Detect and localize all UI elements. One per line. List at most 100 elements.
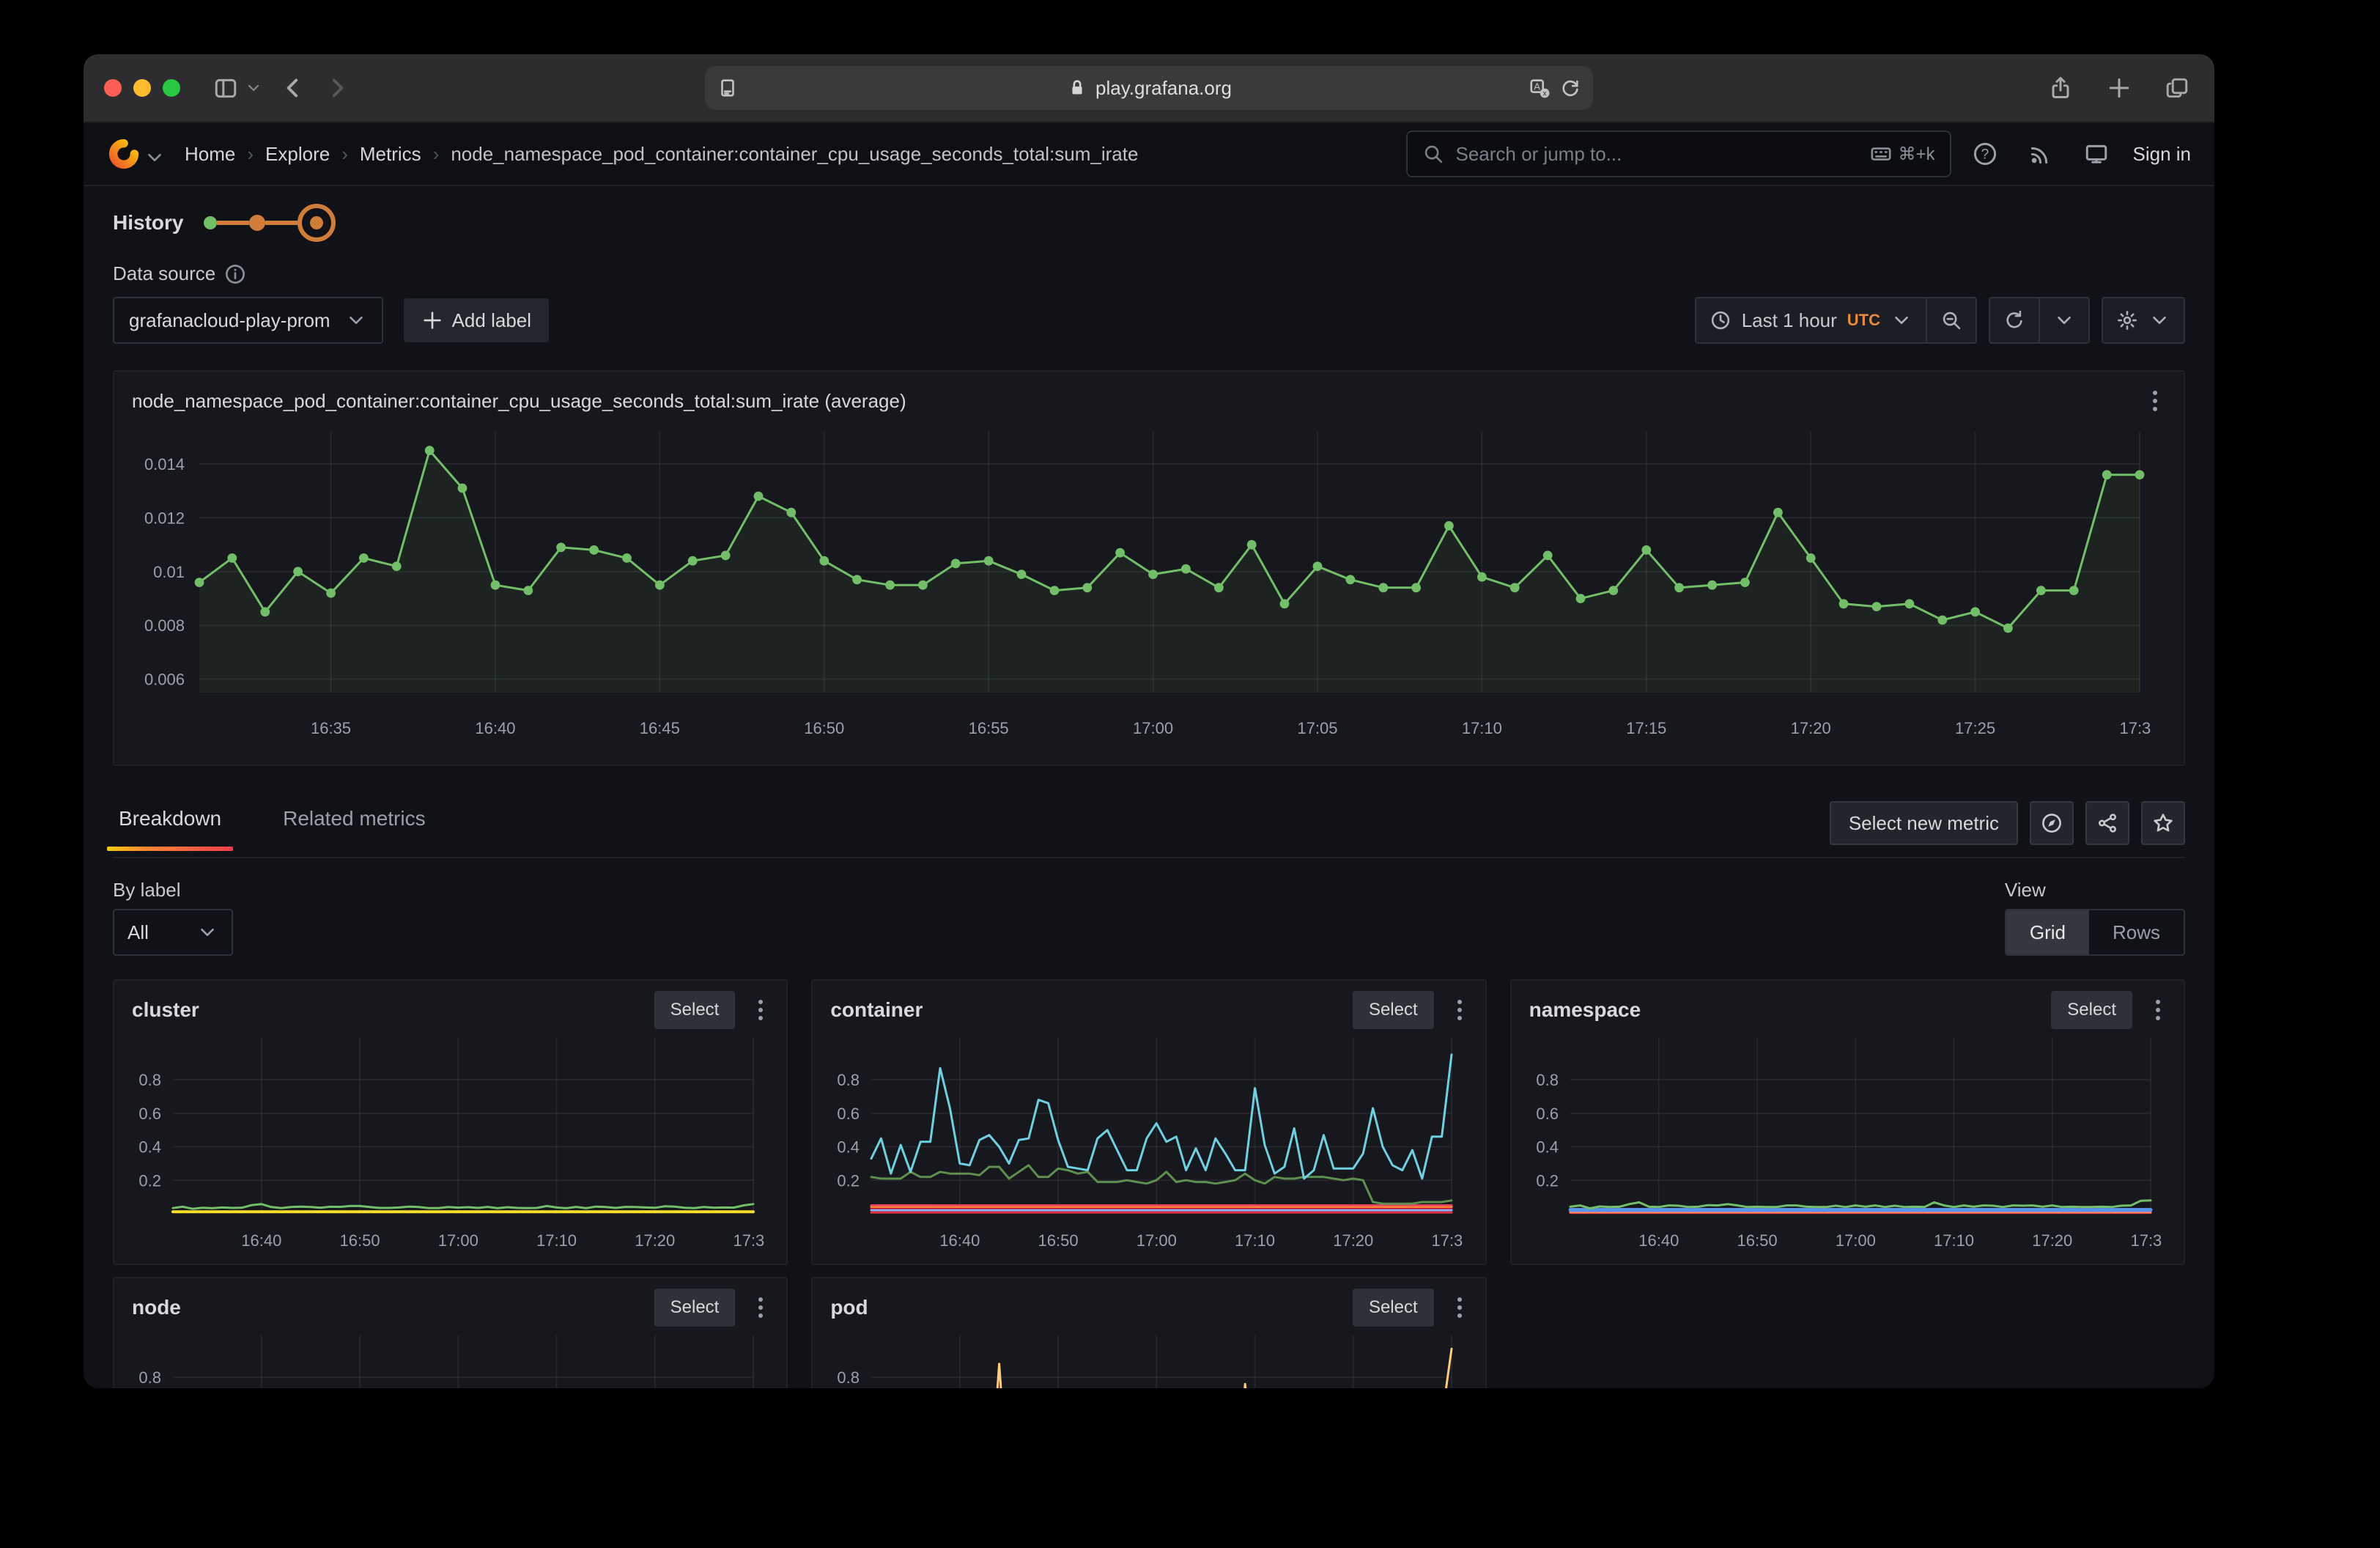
select-button[interactable]: Select: [1353, 991, 1434, 1029]
grafana-logo[interactable]: [107, 137, 158, 171]
favorite-button[interactable]: [2141, 801, 2185, 845]
history-current-step-icon[interactable]: [298, 204, 336, 242]
settings-button[interactable]: [2103, 298, 2184, 342]
zoom-out-button[interactable]: [1926, 298, 1976, 342]
svg-text:0.01: 0.01: [153, 563, 185, 581]
kebab-menu-icon[interactable]: [2144, 385, 2166, 417]
browser-window: play.grafana.org Ax: [84, 54, 2214, 1388]
panel-chart-cluster[interactable]: 16:4016:5017:0017:1017:2017:300.20.40.60…: [114, 1029, 765, 1261]
forward-button[interactable]: [321, 72, 353, 104]
svg-text:17:30: 17:30: [2130, 1231, 2162, 1250]
close-window-button[interactable]: [104, 79, 122, 97]
breakdown-panel-pod: podSelect16:4016:5017:0017:1017:2017:300…: [811, 1277, 1486, 1388]
svg-text:0.2: 0.2: [138, 1171, 161, 1190]
history-connector: [265, 221, 298, 225]
breadcrumb-item[interactable]: Metrics: [360, 143, 421, 166]
refresh-button[interactable]: [1990, 298, 2039, 342]
history-row: History: [113, 204, 2185, 242]
history-step-icon[interactable]: [249, 215, 265, 231]
help-icon[interactable]: ?: [1963, 132, 2007, 176]
view-toggle: Grid Rows: [2005, 909, 2185, 956]
refresh-interval-dropdown[interactable]: [2039, 298, 2088, 342]
sign-in-link[interactable]: Sign in: [2133, 143, 2192, 166]
view-option-rows[interactable]: Rows: [2089, 910, 2184, 954]
history-label: History: [113, 211, 183, 235]
explore-button[interactable]: [2030, 801, 2074, 845]
select-button[interactable]: Select: [1353, 1289, 1434, 1327]
tab-overview-icon[interactable]: [2162, 72, 2194, 104]
metric-panel: node_namespace_pod_container:container_c…: [113, 370, 2185, 766]
svg-text:17:00: 17:00: [1133, 719, 1173, 737]
by-label-label: By label: [113, 879, 233, 902]
new-tab-icon[interactable]: [2103, 72, 2135, 104]
breakdown-filters: By label All View Grid Rows: [113, 879, 2185, 956]
svg-text:16:35: 16:35: [311, 719, 351, 737]
chevron-down-icon: [1891, 309, 1912, 331]
breadcrumb-item[interactable]: node_namespace_pod_container:container_c…: [451, 143, 1138, 166]
datasource-label-row: Data source: [113, 262, 2185, 285]
titlebar-actions: [2044, 72, 2194, 104]
panel-chart-node[interactable]: 16:4016:5017:0017:1017:2017:300.20.40.60…: [114, 1327, 765, 1388]
time-controls: Last 1 hour UTC: [1695, 297, 2185, 344]
news-icon[interactable]: [2019, 132, 2063, 176]
panel-chart-namespace[interactable]: 16:4016:5017:0017:1017:2017:300.20.40.60…: [1512, 1029, 2162, 1261]
chevron-down-icon[interactable]: [144, 147, 158, 161]
breadcrumb: Home›Explore›Metrics›node_namespace_pod_…: [185, 143, 1138, 166]
grafana-navbar: Home›Explore›Metrics›node_namespace_pod_…: [84, 123, 2214, 186]
svg-text:0.4: 0.4: [838, 1138, 860, 1157]
svg-text:0.8: 0.8: [1536, 1071, 1559, 1089]
clock-icon: [1710, 309, 1732, 331]
zoom-window-button[interactable]: [163, 79, 180, 97]
time-range-picker[interactable]: Last 1 hour UTC: [1696, 298, 1926, 342]
svg-text:0.2: 0.2: [1536, 1171, 1559, 1190]
reload-icon[interactable]: [1559, 77, 1581, 99]
add-label-button[interactable]: Add label: [404, 298, 549, 342]
main-chart[interactable]: 16:3516:4016:4516:5016:5517:0017:0517:10…: [114, 420, 2151, 757]
svg-text:17:00: 17:00: [1137, 1231, 1177, 1250]
kebab-menu-icon[interactable]: [1449, 1291, 1471, 1324]
svg-text:17:00: 17:00: [438, 1231, 478, 1250]
panel-chart-container[interactable]: 16:4016:5017:0017:1017:2017:300.20.40.60…: [813, 1029, 1463, 1261]
view-option-grid[interactable]: Grid: [2006, 910, 2089, 954]
breadcrumb-item[interactable]: Explore: [265, 143, 330, 166]
history-connector: [217, 221, 249, 225]
datasource-picker[interactable]: grafanacloud-play-prom: [113, 297, 383, 344]
breadcrumb-separator: ›: [433, 143, 440, 166]
svg-text:0.012: 0.012: [144, 509, 185, 527]
share-icon[interactable]: [2044, 72, 2077, 104]
address-bar[interactable]: play.grafana.org Ax: [705, 66, 1593, 110]
back-button[interactable]: [277, 72, 309, 104]
minimize-window-button[interactable]: [133, 79, 151, 97]
share-button[interactable]: [2085, 801, 2129, 845]
time-range-value: Last 1 hour: [1742, 309, 1837, 332]
page-settings-icon[interactable]: [717, 77, 739, 99]
info-icon[interactable]: [224, 263, 246, 285]
chevron-down-icon[interactable]: [245, 79, 262, 97]
search-input[interactable]: Search or jump to... ⌘+k: [1406, 130, 1951, 177]
kebab-menu-icon[interactable]: [750, 994, 772, 1026]
svg-text:17:30: 17:30: [1432, 1231, 1464, 1250]
tab-related-metrics[interactable]: Related metrics: [277, 807, 432, 851]
by-label-select[interactable]: All: [113, 909, 233, 956]
panel-chart-pod[interactable]: 16:4016:5017:0017:1017:2017:300.20.40.60…: [813, 1327, 1463, 1388]
history-timeline[interactable]: [204, 204, 336, 242]
svg-text:0.6: 0.6: [1536, 1105, 1559, 1123]
kebab-menu-icon[interactable]: [2147, 994, 2169, 1026]
breadcrumb-item[interactable]: Home: [185, 143, 235, 166]
select-button[interactable]: Select: [2051, 991, 2132, 1029]
select-button[interactable]: Select: [654, 991, 736, 1029]
svg-text:17:20: 17:20: [1334, 1231, 1374, 1250]
svg-text:0.4: 0.4: [138, 1138, 161, 1157]
screen-icon[interactable]: [2074, 132, 2118, 176]
history-step-icon[interactable]: [204, 216, 217, 229]
kebab-menu-icon[interactable]: [750, 1291, 772, 1324]
search-icon: [1422, 143, 1444, 165]
svg-text:16:55: 16:55: [969, 719, 1009, 737]
select-button[interactable]: Select: [654, 1289, 736, 1327]
kebab-menu-icon[interactable]: [1449, 994, 1471, 1026]
sidebar-toggle-icon[interactable]: [210, 72, 242, 104]
select-new-metric-button[interactable]: Select new metric: [1830, 801, 2018, 845]
tabs-row: Breakdown Related metrics Select new met…: [113, 801, 2185, 858]
tab-breakdown[interactable]: Breakdown: [113, 807, 227, 851]
translate-icon[interactable]: Ax: [1529, 77, 1551, 99]
